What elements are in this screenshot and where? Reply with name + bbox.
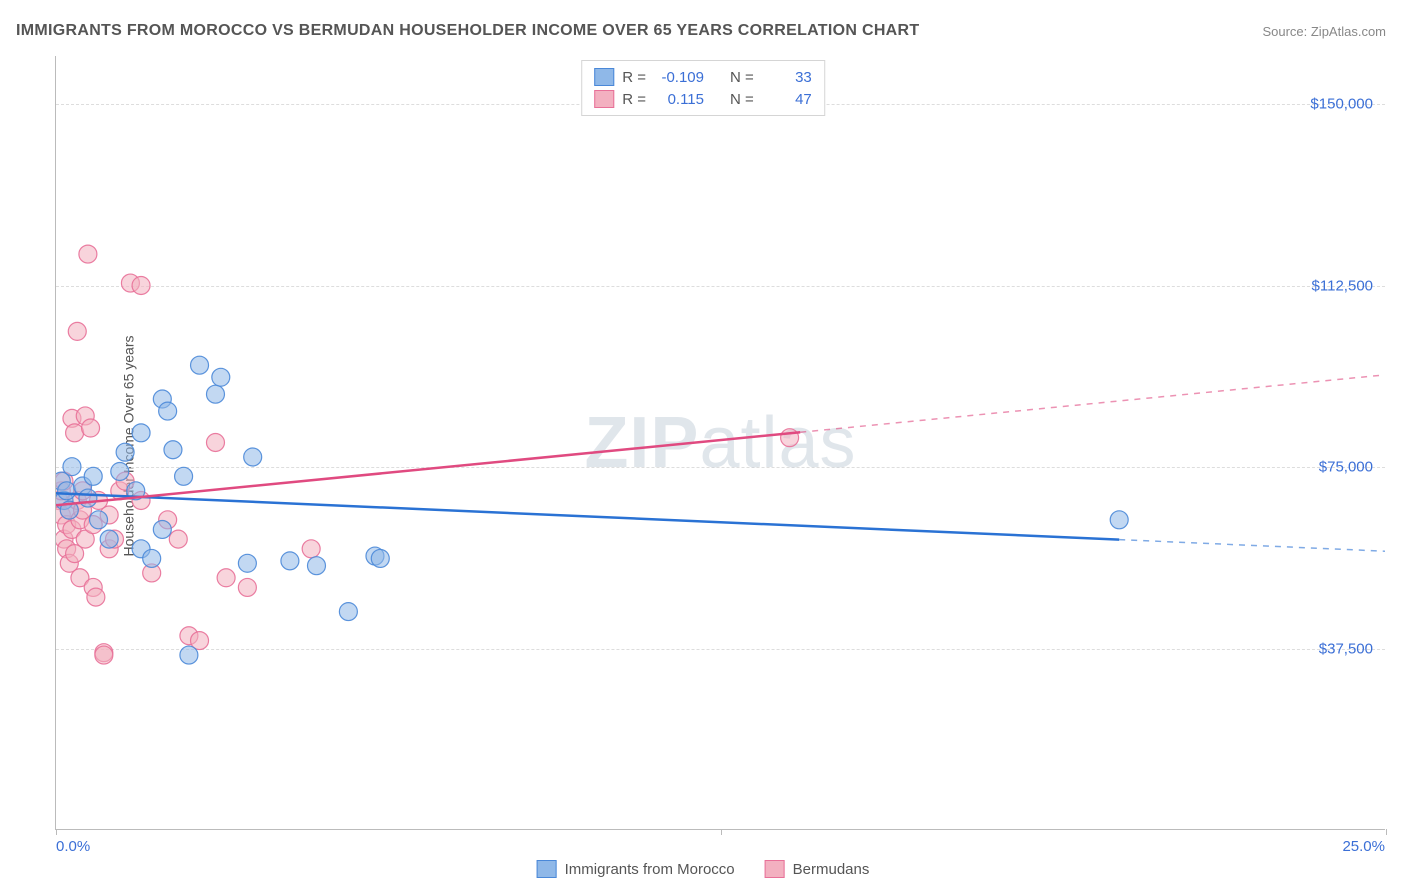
n-label: N = (730, 91, 754, 108)
trend-line-dashed (800, 375, 1385, 432)
data-point (95, 646, 113, 664)
data-point (180, 646, 198, 664)
data-point (79, 245, 97, 263)
data-point (238, 578, 256, 596)
data-point (281, 552, 299, 570)
data-point (153, 520, 171, 538)
n-value-bermudans: 47 (762, 91, 812, 108)
data-point (307, 557, 325, 575)
data-point (143, 549, 161, 567)
data-point (82, 419, 100, 437)
data-point (84, 467, 102, 485)
x-tick-max: 25.0% (1342, 838, 1385, 855)
x-tick-mark (56, 829, 57, 835)
data-point (159, 402, 177, 420)
data-point (132, 424, 150, 442)
data-point (238, 554, 256, 572)
swatch-morocco (594, 68, 614, 86)
data-point (111, 462, 129, 480)
data-point (79, 489, 97, 507)
data-point (175, 467, 193, 485)
n-label: N = (730, 69, 754, 86)
x-tick-min: 0.0% (56, 838, 90, 855)
data-point (87, 588, 105, 606)
chart-svg (56, 56, 1385, 829)
data-point (164, 441, 182, 459)
series-legend: Immigrants from Morocco Bermudans (537, 860, 870, 878)
legend-item-bermudans: Bermudans (765, 860, 870, 878)
data-point (90, 511, 108, 529)
data-point (206, 434, 224, 452)
legend-label-bermudans: Bermudans (793, 861, 870, 878)
data-point (339, 603, 357, 621)
data-point (206, 385, 224, 403)
data-point (191, 356, 209, 374)
data-point (63, 458, 81, 476)
data-point (132, 276, 150, 294)
plot-area: ZIPatlas $37,500$75,000$112,500$150,0000… (55, 56, 1385, 830)
r-label: R = (622, 91, 646, 108)
data-point (217, 569, 235, 587)
n-value-morocco: 33 (762, 69, 812, 86)
correlation-legend: R = -0.109 N = 33 R = 0.115 N = 47 (581, 60, 825, 116)
x-tick-mark (1386, 829, 1387, 835)
data-point (169, 530, 187, 548)
legend-row-morocco: R = -0.109 N = 33 (594, 66, 812, 88)
data-point (66, 424, 84, 442)
legend-label-morocco: Immigrants from Morocco (565, 861, 735, 878)
swatch-bermudans-icon (765, 860, 785, 878)
data-point (244, 448, 262, 466)
trend-line-dashed (1119, 540, 1385, 552)
legend-row-bermudans: R = 0.115 N = 47 (594, 88, 812, 110)
r-label: R = (622, 69, 646, 86)
swatch-morocco-icon (537, 860, 557, 878)
data-point (68, 322, 86, 340)
data-point (1110, 511, 1128, 529)
data-point (371, 549, 389, 567)
data-point (116, 443, 134, 461)
source-attribution: Source: ZipAtlas.com (1262, 24, 1386, 39)
x-tick-mark (721, 829, 722, 835)
data-point (212, 368, 230, 386)
data-point (58, 482, 76, 500)
legend-item-morocco: Immigrants from Morocco (537, 860, 735, 878)
chart-title: IMMIGRANTS FROM MOROCCO VS BERMUDAN HOUS… (16, 22, 919, 40)
r-value-bermudans: 0.115 (654, 91, 704, 108)
data-point (100, 530, 118, 548)
data-point (781, 429, 799, 447)
swatch-bermudans (594, 90, 614, 108)
trend-line-solid (56, 493, 1119, 539)
data-point (302, 540, 320, 558)
r-value-morocco: -0.109 (654, 69, 704, 86)
